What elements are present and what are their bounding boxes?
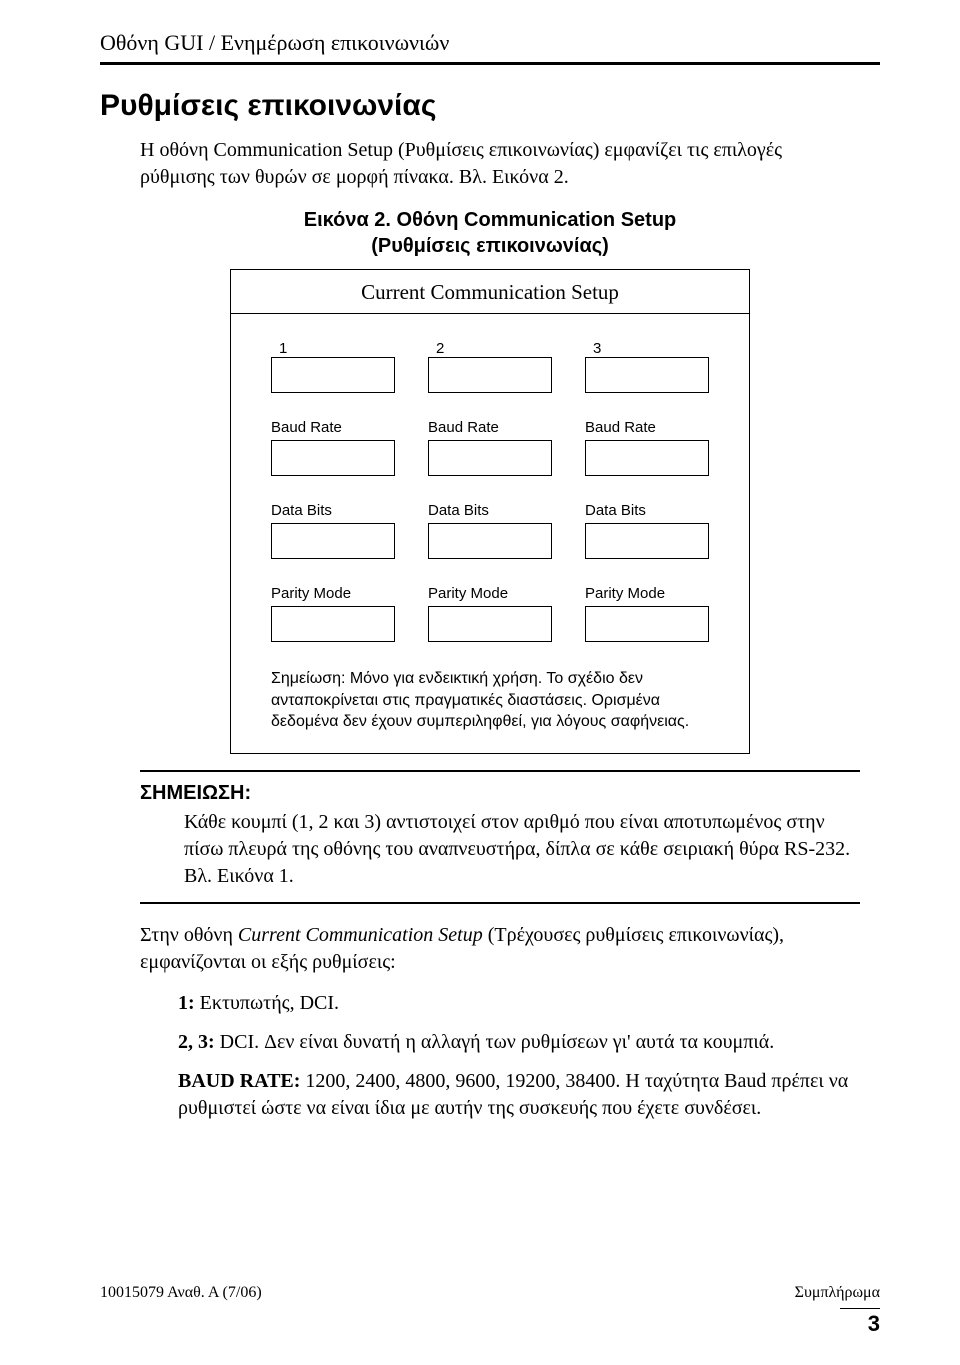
parity-3: Parity Mode: [585, 585, 709, 642]
col-2-box: [428, 357, 552, 393]
page-header: Οθόνη GUI / Ενημέρωση επικοινωνιών: [100, 30, 880, 56]
diagram: Current Communication Setup 1 2 3 Baud R…: [230, 269, 750, 754]
databits-row: Data Bits Data Bits Data Bits: [249, 502, 731, 559]
parity-3-label: Parity Mode: [585, 585, 709, 602]
figure-caption-line1: Εικόνα 2. Οθόνη Communication Setup: [304, 209, 677, 231]
footer-left: 10015079 Αναθ. Α (7/06): [100, 1284, 262, 1302]
parity-2: Parity Mode: [428, 585, 552, 642]
list-item-3-bold: BAUD RATE:: [178, 1070, 300, 1092]
baud-1-label: Baud Rate: [271, 419, 395, 436]
col-2-label: 2: [428, 340, 552, 357]
baud-2-label: Baud Rate: [428, 419, 552, 436]
baud-3: Baud Rate: [585, 419, 709, 476]
list-item-2-bold: 2, 3:: [178, 1031, 215, 1053]
data-3-label: Data Bits: [585, 502, 709, 519]
parity-row: Parity Mode Parity Mode Parity Mode: [249, 585, 731, 642]
data-3-box: [585, 523, 709, 559]
list-item-3: BAUD RATE: 1200, 2400, 4800, 9600, 19200…: [178, 1068, 860, 1122]
parity-2-box: [428, 606, 552, 642]
col-1: 1: [271, 340, 395, 393]
col-1-box: [271, 357, 395, 393]
page-number: 3: [840, 1308, 880, 1337]
list-item-2: 2, 3: DCI. Δεν είναι δυνατή η αλλαγή των…: [178, 1029, 860, 1056]
list-item-2-rest: DCI. Δεν είναι δυνατή η αλλαγή των ρυθμί…: [215, 1031, 775, 1053]
baud-3-label: Baud Rate: [585, 419, 709, 436]
data-1: Data Bits: [271, 502, 395, 559]
body-paragraph: Στην οθόνη Current Communication Setup (…: [140, 922, 860, 976]
baud-2: Baud Rate: [428, 419, 552, 476]
col-3-box: [585, 357, 709, 393]
header-rule: [100, 62, 880, 65]
data-1-label: Data Bits: [271, 502, 395, 519]
page: Οθόνη GUI / Ενημέρωση επικοινωνιών Ρυθμί…: [0, 0, 960, 1365]
data-2: Data Bits: [428, 502, 552, 559]
note-heading: ΣΗΜΕΙΩΣΗ:: [140, 782, 860, 805]
footer: 10015079 Αναθ. Α (7/06) Συμπλήρωμα 3: [100, 1284, 880, 1337]
diagram-title: Current Communication Setup: [231, 270, 749, 314]
baud-1-box: [271, 440, 395, 476]
data-2-label: Data Bits: [428, 502, 552, 519]
data-1-box: [271, 523, 395, 559]
section-title: Ρυθμίσεις επικοινωνίας: [100, 89, 880, 123]
data-3: Data Bits: [585, 502, 709, 559]
baud-2-box: [428, 440, 552, 476]
data-2-box: [428, 523, 552, 559]
footer-right: Συμπλήρωμα: [795, 1284, 880, 1302]
figure-caption-line2: (Ρυθμίσεις επικοινωνίας): [371, 235, 609, 257]
body-para-italic: Current Communication Setup: [238, 924, 483, 946]
col-3: 3: [585, 340, 709, 393]
body-para-prefix: Στην οθόνη: [140, 924, 238, 946]
list-item-1-bold: 1:: [178, 992, 195, 1014]
parity-3-box: [585, 606, 709, 642]
parity-1-label: Parity Mode: [271, 585, 395, 602]
parity-1: Parity Mode: [271, 585, 395, 642]
col-3-label: 3: [585, 340, 709, 357]
note-body: Κάθε κουμπί (1, 2 και 3) αντιστοιχεί στο…: [184, 809, 860, 890]
figure-caption: Εικόνα 2. Οθόνη Communication Setup (Ρυθ…: [100, 207, 880, 259]
diagram-note: Σημείωση: Μόνο για ενδεικτική χρήση. Το …: [249, 668, 731, 733]
column-number-row: 1 2 3: [249, 340, 731, 393]
intro-paragraph: Η οθόνη Communication Setup (Ρυθμίσεις ε…: [140, 137, 860, 191]
footer-row: 10015079 Αναθ. Α (7/06) Συμπλήρωμα: [100, 1284, 880, 1302]
baud-1: Baud Rate: [271, 419, 395, 476]
list-item-1: 1: Εκτυπωτής, DCI.: [178, 990, 860, 1017]
baud-3-box: [585, 440, 709, 476]
diagram-panel: Current Communication Setup 1 2 3 Baud R…: [230, 269, 750, 754]
col-2: 2: [428, 340, 552, 393]
parity-1-box: [271, 606, 395, 642]
list-item-1-rest: Εκτυπωτής, DCI.: [195, 992, 339, 1014]
baud-row: Baud Rate Baud Rate Baud Rate: [249, 419, 731, 476]
parity-2-label: Parity Mode: [428, 585, 552, 602]
col-1-label: 1: [271, 340, 395, 357]
note-block: ΣΗΜΕΙΩΣΗ: Κάθε κουμπί (1, 2 και 3) αντισ…: [140, 770, 860, 904]
